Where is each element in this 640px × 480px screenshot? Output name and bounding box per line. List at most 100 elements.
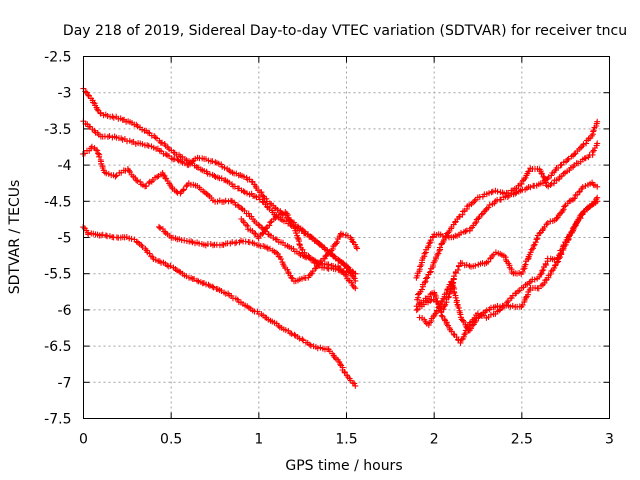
data-point [505,189,512,196]
data-point [594,194,601,201]
data-point [334,238,341,245]
data-point [352,270,359,277]
data-point [210,284,217,291]
data-point [162,151,169,158]
x-tick-label: 1.5 [335,432,357,448]
x-tick-label: 2 [430,432,439,448]
data-point [317,241,324,248]
data-point [519,302,526,308]
data-point [340,231,346,238]
chart-title: Day 218 of 2019, Sidereal Day-to-day VTE… [63,23,627,39]
data-point [238,205,245,212]
data-point [526,168,533,175]
data-point [189,158,196,165]
data-point [433,295,440,302]
data-point [522,261,529,268]
data-point [340,261,347,268]
data-point [569,196,576,203]
data-point [536,230,543,237]
data-point [524,256,531,263]
data-point [314,345,321,352]
data-point [421,250,428,257]
series-sat-5 [156,223,360,285]
data-point [251,230,258,236]
data-point [171,155,178,162]
data-point [423,275,429,282]
y-tick-label: -7 [58,375,72,391]
grid-lines [83,56,610,419]
data-point [518,180,525,187]
data-point [471,319,478,326]
data-point [154,174,161,180]
data-point [426,269,433,276]
series-sat-4 [80,224,359,389]
data-point [112,173,119,180]
data-point [266,222,273,229]
data-point [438,312,445,319]
data-point [527,184,534,191]
data-point [255,221,262,228]
data-point [469,322,476,329]
data-point [472,317,479,324]
data-point [338,259,344,266]
data-point [455,304,462,311]
data-point [94,147,101,154]
data-point [310,257,317,264]
data-point [211,172,218,179]
x-tick-label: 1 [254,432,263,448]
data-point [561,243,568,250]
data-point [594,118,601,125]
data-point [571,224,578,231]
data-point [452,294,459,301]
data-point [160,171,167,178]
data-point [244,222,251,229]
data-point [571,151,578,158]
data-point [278,256,285,262]
series-sat-6 [238,209,359,277]
data-point [306,341,313,348]
data-point [435,304,442,311]
data-point [352,382,359,389]
y-tick-label: -4.5 [44,194,71,210]
data-point [565,237,572,244]
data-point [582,183,589,189]
data-point [180,186,187,193]
data-point [297,242,303,249]
data-point [496,307,503,314]
data-point [170,149,177,156]
data-point [520,266,527,273]
data-point [538,170,545,177]
data-point [352,285,359,292]
data-point [425,242,432,249]
data-point [557,254,564,261]
data-point [263,195,270,202]
data-point [157,225,164,231]
data-point [284,212,291,219]
data-point [193,164,200,170]
data-point [299,336,306,343]
data-point [262,314,269,321]
data-point [315,261,322,268]
data-point [435,250,442,257]
data-point [88,143,95,150]
data-point [85,92,92,98]
data-point [266,206,273,213]
data-point [424,274,431,281]
y-tick-label: -3 [58,86,72,102]
data-point [106,133,113,140]
data-point [288,330,295,337]
data-point [483,307,490,314]
y-axis-label: SDTVAR / TECUs [7,180,23,295]
data-point [485,204,492,211]
data-point [433,307,440,314]
data-point [180,187,187,194]
data-point [103,232,109,239]
data-point [337,361,344,368]
y-tick-label: -7.5 [44,412,71,428]
data-point [558,250,565,257]
data-point [174,189,181,196]
data-point [274,250,281,257]
data-point [539,267,546,274]
data-point [288,274,295,281]
